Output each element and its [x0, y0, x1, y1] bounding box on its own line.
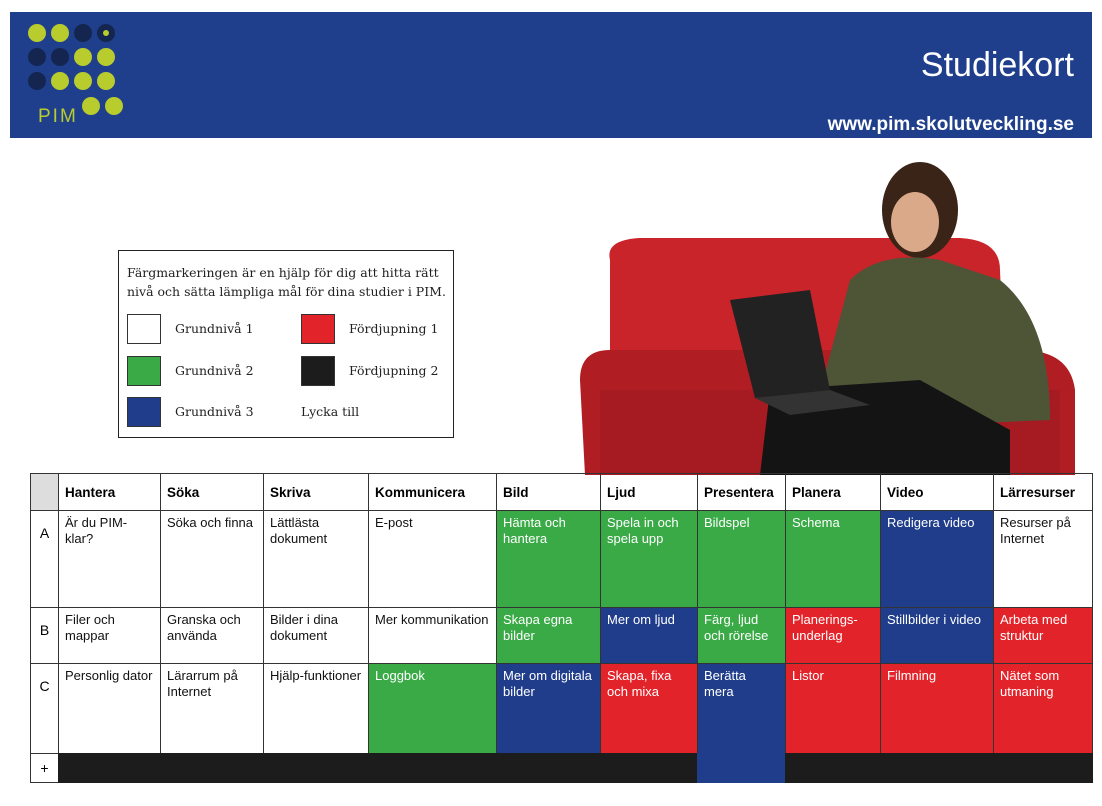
- legend-note: Lycka till: [301, 404, 360, 419]
- course-cell: Resurser på Internet: [993, 510, 1093, 608]
- logo-text: PIM: [38, 106, 78, 127]
- footer-cell: [697, 753, 786, 783]
- photo: [580, 162, 1075, 475]
- header-banner: PIM Studiekort www.pim.skolutveckling.se: [10, 12, 1092, 138]
- course-cell: Lättlästa dokument: [263, 510, 369, 608]
- course-cell: Berätta mera: [697, 663, 786, 754]
- course-cell: Mer om digitala bilder: [496, 663, 601, 754]
- course-cell: Lärarrum på Internet: [160, 663, 264, 754]
- course-cell: Skapa, fixa och mixa: [600, 663, 698, 754]
- column-header: Hantera: [58, 473, 161, 511]
- course-cell: Färg, ljud och rörelse: [697, 607, 786, 664]
- course-cell: E-post: [368, 510, 497, 608]
- legend-swatch: [127, 314, 161, 344]
- course-cell: Arbeta med struktur: [993, 607, 1093, 664]
- legend-label: Fördjupning 1: [349, 321, 439, 336]
- legend-swatch: [127, 356, 161, 386]
- course-cell: Stillbilder i video: [880, 607, 994, 664]
- course-cell: Nätet som utmaning: [993, 663, 1093, 754]
- course-cell: Filer och mappar: [58, 607, 161, 664]
- row-label: C: [30, 663, 59, 754]
- legend-label: Grundnivå 3: [175, 404, 254, 419]
- footer-cell: [785, 753, 881, 783]
- course-cell: Listor: [785, 663, 881, 754]
- footer-cell: [496, 753, 601, 783]
- footer-cell: [880, 753, 994, 783]
- course-cell: Filmning: [880, 663, 994, 754]
- column-header: Kommunicera: [368, 473, 497, 511]
- footer-label: +: [30, 753, 59, 783]
- legend-intro: Färgmarkeringen är en hjälp för dig att …: [127, 265, 446, 299]
- course-cell: Loggbok: [368, 663, 497, 754]
- row-label: B: [30, 607, 59, 664]
- course-cell: Söka och finna: [160, 510, 264, 608]
- corner-cell: [30, 473, 59, 511]
- footer-cell: [58, 753, 161, 783]
- course-cell: Planerings-underlag: [785, 607, 881, 664]
- legend-swatch: [301, 314, 335, 344]
- course-cell: Schema: [785, 510, 881, 608]
- footer-cell: [993, 753, 1093, 783]
- legend-label: Grundnivå 2: [175, 363, 254, 378]
- column-header: Söka: [160, 473, 264, 511]
- column-header: Ljud: [600, 473, 698, 511]
- column-header: Video: [880, 473, 994, 511]
- column-header: Lärresurser: [993, 473, 1093, 511]
- course-cell: Mer om ljud: [600, 607, 698, 664]
- column-header: Bild: [496, 473, 601, 511]
- url: www.pim.skolutveckling.se: [827, 114, 1074, 135]
- course-cell: Redigera video: [880, 510, 994, 608]
- course-cell: Hjälp-funktioner: [263, 663, 369, 754]
- footer-cell: [368, 753, 497, 783]
- course-cell: Är du PIM-klar?: [58, 510, 161, 608]
- column-header: Skriva: [263, 473, 369, 511]
- legend-label: Grundnivå 1: [175, 321, 254, 336]
- legend-swatch: [301, 356, 335, 386]
- course-cell: Bildspel: [697, 510, 786, 608]
- footer-cell: [600, 753, 698, 783]
- course-cell: Skapa egna bilder: [496, 607, 601, 664]
- footer-cell: [263, 753, 369, 783]
- course-cell: Granska och använda: [160, 607, 264, 664]
- column-header: Presentera: [697, 473, 786, 511]
- logo-dots: [28, 24, 123, 115]
- legend-swatch: [127, 397, 161, 427]
- row-label: A: [30, 510, 59, 608]
- column-header: Planera: [785, 473, 881, 511]
- title: Studiekort: [920, 46, 1074, 84]
- course-cell: Spela in och spela upp: [600, 510, 698, 608]
- footer-cell: [160, 753, 264, 783]
- course-cell: Bilder i dina dokument: [263, 607, 369, 664]
- legend: Färgmarkeringen är en hjälp för dig att …: [118, 250, 454, 438]
- course-cell: Personlig dator: [58, 663, 161, 754]
- legend-label: Fördjupning 2: [349, 363, 439, 378]
- course-cell: Mer kommunikation: [368, 607, 497, 664]
- course-cell: Hämta och hantera: [496, 510, 601, 608]
